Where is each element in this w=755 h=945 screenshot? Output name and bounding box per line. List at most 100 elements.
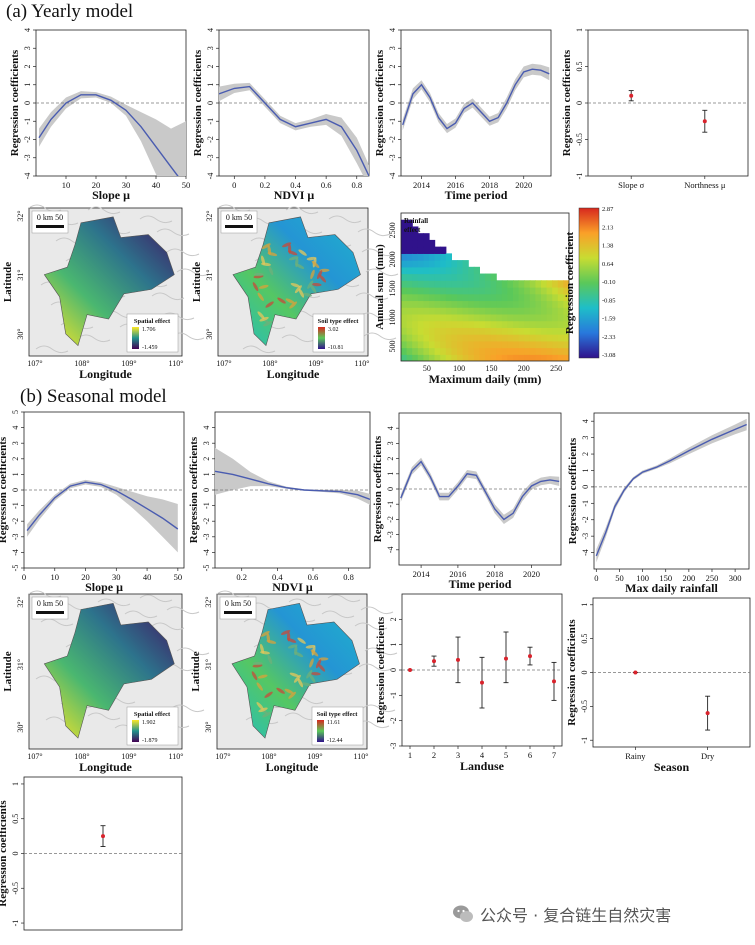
point-estimate	[629, 93, 634, 98]
heatmap-cell	[462, 260, 469, 268]
heatmap-cell	[496, 320, 503, 328]
heatmap-cell	[507, 300, 514, 308]
heatmap-cell	[546, 340, 553, 349]
plot-area	[215, 447, 370, 505]
soil-patch	[315, 659, 322, 669]
y-axis-label: Latitude	[191, 262, 203, 302]
x-tick-label: 50	[423, 364, 431, 373]
heatmap-cell	[541, 340, 548, 349]
heatmap-cell	[406, 246, 413, 254]
soil-patch	[263, 320, 273, 327]
y-tick-label: 2	[389, 617, 398, 621]
heatmap-cell	[479, 287, 486, 295]
heatmap-cell	[496, 293, 503, 302]
heatmap-cell	[445, 347, 452, 355]
heatmap-cell	[457, 280, 464, 288]
y-axis-label: Regression coefficients	[567, 437, 579, 544]
confidence-band	[39, 91, 186, 176]
chart-a6: 0 km 50 Soil type effect 3.02 -10.81 107° 108…	[191, 204, 399, 381]
soil-patch	[268, 265, 274, 276]
soil-patch	[287, 644, 298, 649]
heatmap-cell	[434, 354, 441, 361]
heatmap-cell	[490, 307, 497, 315]
colorbar-tick-label: 2.87	[602, 206, 614, 213]
confidence-band	[402, 63, 550, 134]
heatmap-cell	[440, 280, 447, 288]
legend-title: Soil type effect	[318, 318, 360, 325]
heatmap-cell	[473, 313, 480, 322]
hillshade-ridge	[355, 292, 389, 301]
heatmap-cell	[552, 287, 559, 295]
heatmap-cell	[552, 340, 559, 349]
plot-area	[219, 82, 369, 176]
x-tick-label: 2014	[413, 569, 431, 579]
heatmap-cell	[417, 320, 424, 328]
plot-area	[594, 418, 749, 563]
heatmap-cell	[445, 280, 452, 288]
heatmap-cell	[462, 266, 469, 275]
y-tick-label: -2	[386, 516, 395, 523]
x-axis-label: Mean plan curvature	[49, 943, 158, 945]
hillshade-ridge	[166, 248, 200, 257]
colorbar-tick-label: -1.59	[602, 316, 616, 323]
point-estimate	[101, 834, 105, 839]
heatmap-cell	[423, 287, 430, 295]
heatmap-cell	[412, 340, 419, 349]
point-estimate	[633, 670, 638, 675]
heatmap-cell	[429, 334, 436, 342]
heatmap-cell	[563, 320, 569, 328]
x-tick-label: 20	[81, 572, 90, 582]
y-axis-label: Latitude	[2, 651, 14, 691]
fitted-line	[402, 68, 550, 130]
heatmap-cell	[401, 260, 408, 268]
y-tick-label: 3	[202, 441, 211, 445]
heatmap-cell	[529, 293, 536, 302]
heatmap-cell	[468, 354, 475, 361]
heatmap-cell	[434, 246, 441, 254]
heatmap-cell	[473, 347, 480, 355]
heatmap-cell	[434, 340, 441, 349]
x-tick-label: 107°	[216, 359, 231, 368]
heatmap-cell	[473, 293, 480, 302]
heatmap-cell	[462, 280, 469, 288]
heatmap-cell	[423, 320, 430, 328]
heatmap-cell	[401, 219, 408, 228]
heatmap-cell	[468, 293, 475, 302]
y-tick-label: 1	[202, 472, 211, 476]
heatmap-cell	[401, 313, 408, 322]
hillshade-ridge	[156, 228, 190, 237]
fitted-line	[38, 94, 179, 176]
heatmap-cell	[485, 300, 492, 308]
soil-patch	[289, 672, 300, 678]
y-axis-label: Latitude	[190, 651, 202, 691]
soil-patch	[298, 288, 305, 298]
heatmap-cell	[546, 347, 553, 355]
heatmap-cell	[423, 334, 430, 342]
heatmap-cell	[496, 313, 503, 322]
soil-patch	[262, 711, 272, 718]
y-tick-label: 3	[388, 46, 397, 50]
hillshade-ridge	[327, 594, 361, 603]
y-tick-label: 2	[11, 457, 20, 461]
x-tick-label: 200	[518, 364, 530, 373]
heatmap-cell	[518, 334, 525, 342]
soil-patch	[310, 269, 315, 280]
x-axis-label: Time period	[445, 188, 508, 202]
hillshade-ridge	[242, 345, 276, 354]
chart-b9: -1 -0.5 0 0.5 1 Regression coefficients Mean p…	[0, 776, 183, 945]
confidence-band	[27, 479, 178, 553]
y-tick-label: -1	[389, 692, 398, 699]
heatmap-cell	[563, 334, 569, 342]
heatmap-cell	[429, 287, 436, 295]
y-tick-label: 5	[11, 410, 20, 414]
hillshade-ridge	[359, 312, 393, 321]
heatmap-cell	[406, 260, 413, 268]
heatmap-cell	[557, 327, 564, 335]
heatmap-cell	[412, 239, 419, 248]
heatmap-cell	[501, 327, 508, 335]
plot-area	[401, 213, 569, 361]
heatmap-cell	[401, 334, 408, 342]
y-tick-label: -1	[23, 118, 32, 125]
legend-title: Soil type effect	[317, 711, 359, 718]
hillshade-ridge	[35, 345, 69, 354]
